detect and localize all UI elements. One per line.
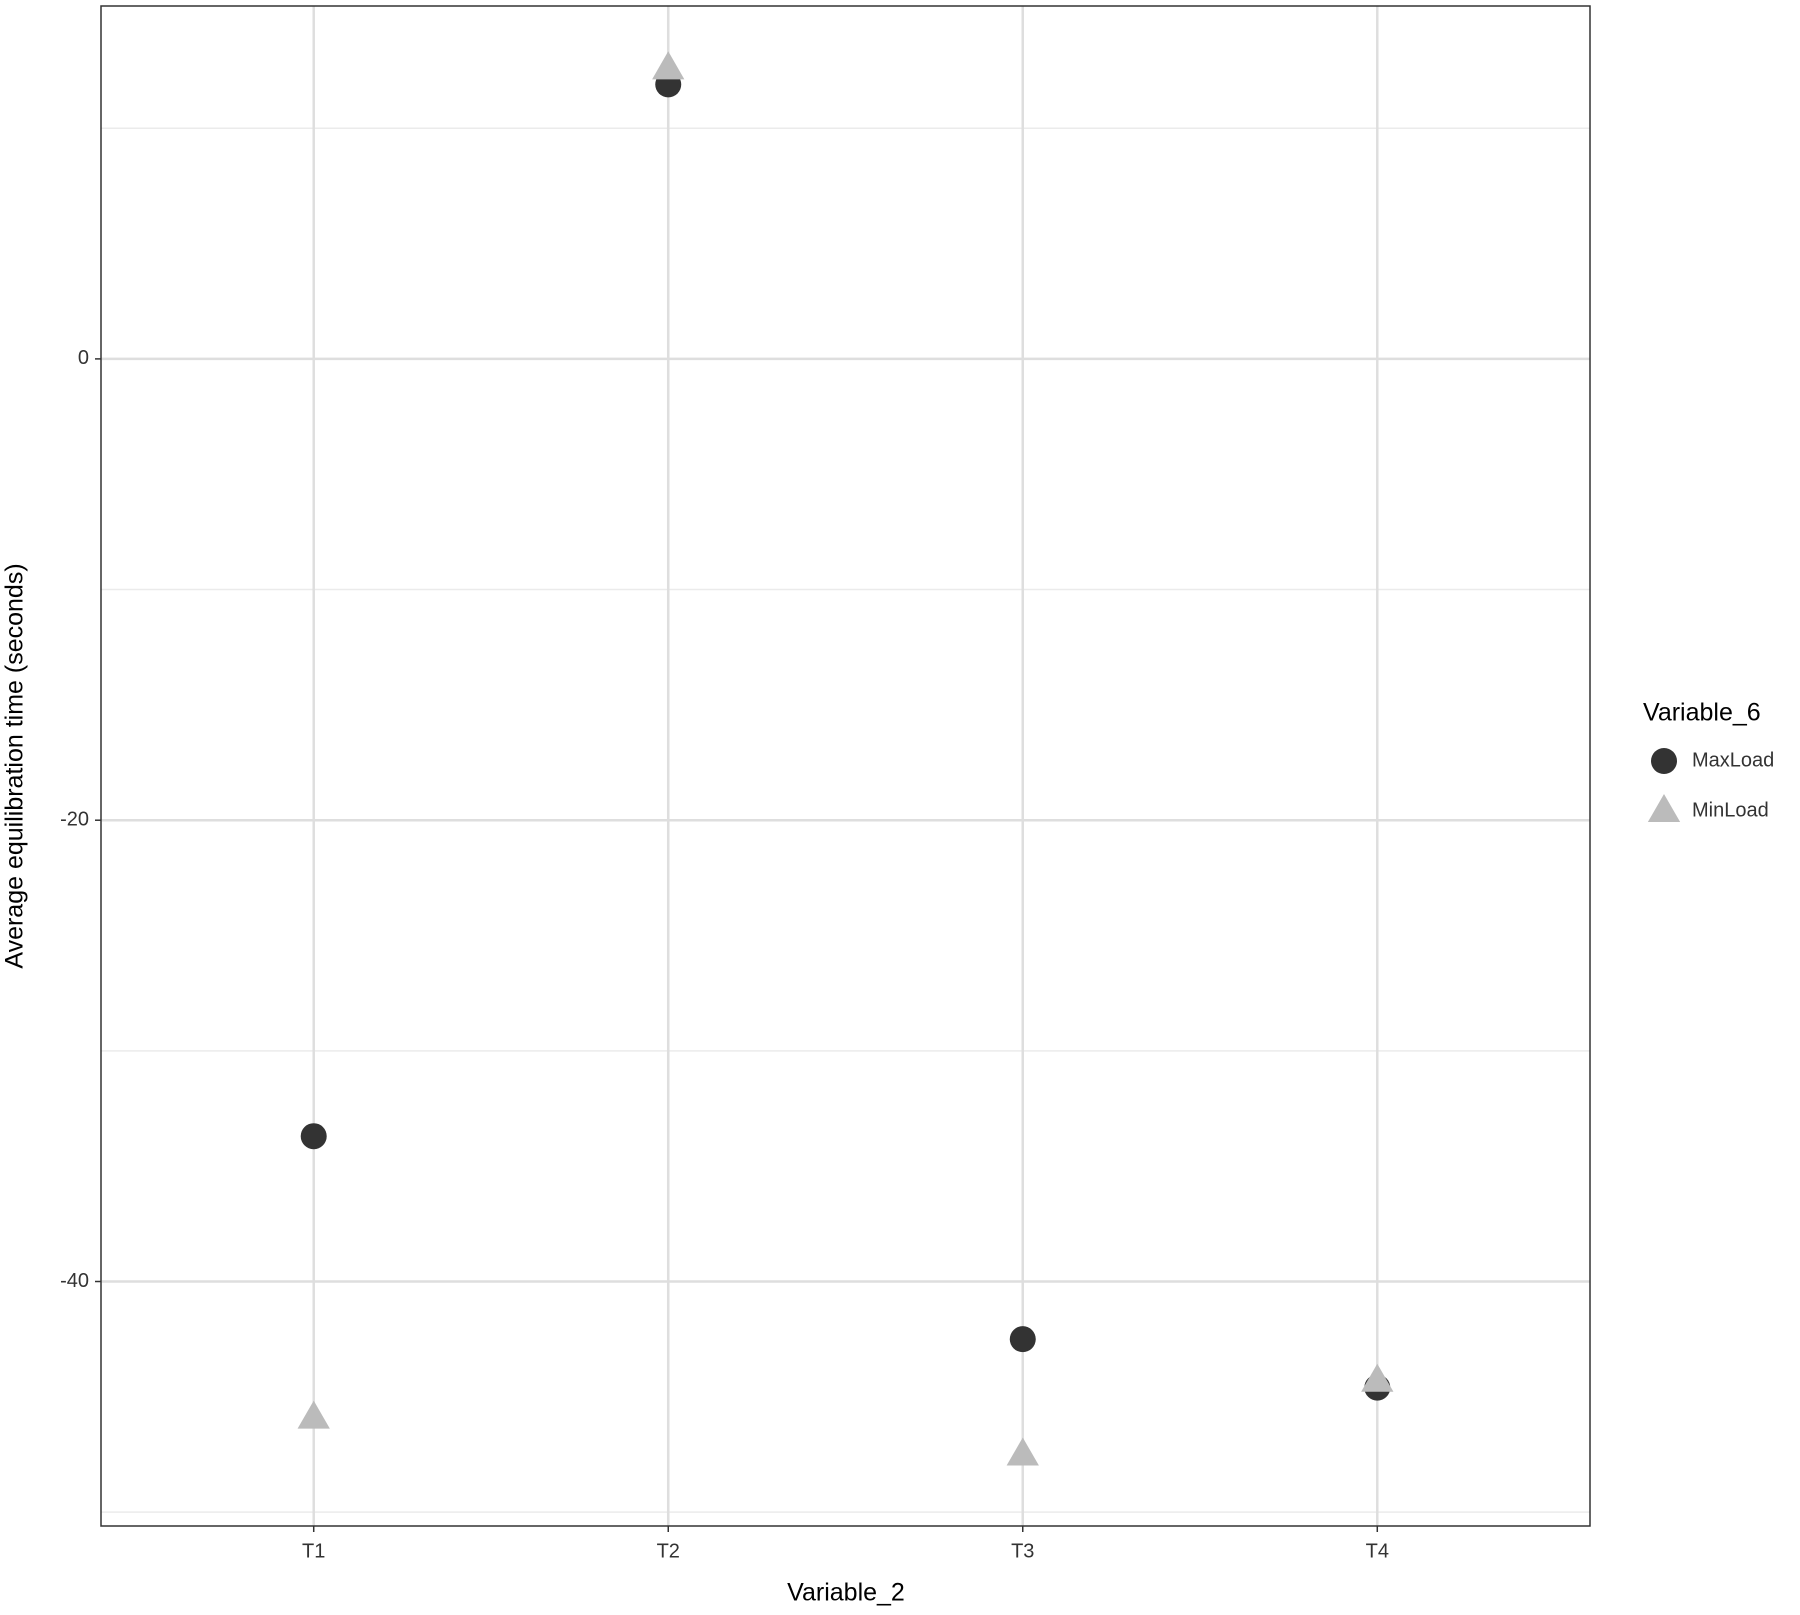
- triangle-point: [1006, 1437, 1039, 1466]
- legend-label: MaxLoad: [1692, 749, 1774, 771]
- legend-marker: [1651, 748, 1677, 774]
- legend-label: MinLoad: [1692, 799, 1769, 821]
- circle-point: [300, 1123, 327, 1150]
- legend-title: Variable_6: [1643, 699, 1761, 727]
- x-tick-label: T3: [1011, 1540, 1034, 1562]
- y-tick-label: -20: [60, 808, 89, 830]
- triangle-point: [1361, 1363, 1394, 1392]
- y-tick-label: -40: [60, 1270, 89, 1292]
- legend-marker: [1647, 794, 1681, 823]
- x-tick-label: T1: [302, 1540, 325, 1562]
- triangle-point: [652, 51, 685, 80]
- triangle-point: [297, 1400, 330, 1429]
- y-tick-label: 0: [78, 347, 89, 369]
- x-tick-label: T4: [1366, 1540, 1389, 1562]
- circle-point: [1009, 1326, 1036, 1353]
- plot-border: [100, 5, 1591, 1527]
- y-axis-label: Average equilibration time (seconds): [1, 563, 29, 968]
- x-axis-label: Variable_2: [787, 1579, 905, 1607]
- x-tick-label: T2: [657, 1540, 680, 1562]
